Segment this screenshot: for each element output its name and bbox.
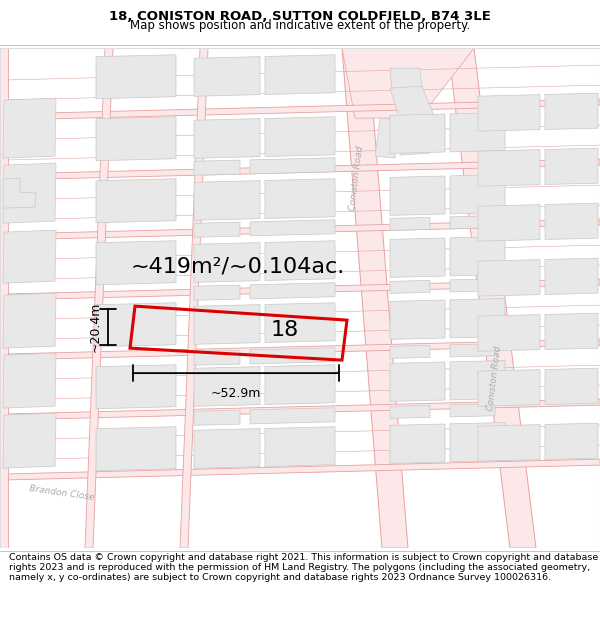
Polygon shape	[390, 300, 445, 339]
Polygon shape	[265, 179, 335, 219]
Polygon shape	[3, 293, 56, 348]
Polygon shape	[194, 410, 240, 425]
Polygon shape	[194, 285, 240, 300]
Polygon shape	[96, 302, 176, 347]
Polygon shape	[250, 408, 335, 424]
Polygon shape	[3, 163, 56, 223]
Text: 18, CONISTON ROAD, SUTTON COLDFIELD, B74 3LE: 18, CONISTON ROAD, SUTTON COLDFIELD, B74…	[109, 10, 491, 23]
Polygon shape	[194, 119, 260, 158]
Polygon shape	[265, 55, 335, 94]
Polygon shape	[390, 238, 445, 278]
Polygon shape	[265, 365, 335, 404]
Text: ~52.9m: ~52.9m	[211, 387, 261, 400]
Polygon shape	[342, 48, 408, 548]
Polygon shape	[545, 258, 598, 294]
Polygon shape	[194, 57, 260, 96]
Polygon shape	[390, 114, 445, 153]
Polygon shape	[250, 348, 335, 364]
Text: Map shows position and indicative extent of the property.: Map shows position and indicative extent…	[130, 19, 470, 32]
Polygon shape	[390, 86, 435, 120]
Polygon shape	[250, 282, 335, 299]
Polygon shape	[450, 279, 495, 292]
Polygon shape	[390, 176, 445, 216]
Text: Brandon Close: Brandon Close	[29, 484, 95, 502]
Polygon shape	[194, 367, 260, 406]
Polygon shape	[96, 55, 176, 99]
Polygon shape	[0, 279, 600, 300]
Polygon shape	[250, 158, 335, 174]
Polygon shape	[450, 404, 495, 417]
Polygon shape	[450, 361, 505, 400]
Polygon shape	[3, 413, 56, 468]
Polygon shape	[3, 178, 36, 208]
Polygon shape	[390, 217, 430, 231]
Text: Coniston Road: Coniston Road	[349, 145, 365, 211]
Text: Coniston Road: Coniston Road	[487, 345, 503, 411]
Polygon shape	[194, 429, 260, 468]
Polygon shape	[265, 302, 335, 343]
Polygon shape	[478, 204, 540, 241]
Polygon shape	[390, 424, 445, 463]
Text: Contains OS data © Crown copyright and database right 2021. This information is : Contains OS data © Crown copyright and d…	[9, 552, 598, 582]
Polygon shape	[0, 219, 600, 240]
Text: ~20.4m: ~20.4m	[89, 302, 102, 352]
Polygon shape	[450, 236, 505, 276]
Polygon shape	[545, 93, 598, 129]
Polygon shape	[448, 48, 536, 548]
Polygon shape	[96, 365, 176, 409]
Polygon shape	[478, 94, 540, 131]
Polygon shape	[265, 241, 335, 281]
Text: ~419m²/~0.104ac.: ~419m²/~0.104ac.	[131, 256, 345, 276]
Polygon shape	[545, 423, 598, 459]
Polygon shape	[478, 314, 540, 351]
Polygon shape	[0, 48, 8, 548]
Polygon shape	[390, 346, 430, 358]
Polygon shape	[478, 149, 540, 186]
Polygon shape	[3, 353, 56, 408]
Polygon shape	[0, 399, 600, 420]
Text: 18: 18	[271, 320, 299, 340]
Polygon shape	[545, 148, 598, 184]
Polygon shape	[96, 117, 176, 161]
Polygon shape	[0, 159, 600, 180]
Polygon shape	[180, 48, 208, 548]
Polygon shape	[194, 181, 260, 220]
Polygon shape	[450, 344, 495, 357]
Polygon shape	[390, 362, 445, 401]
Polygon shape	[194, 160, 240, 175]
Polygon shape	[96, 241, 176, 285]
Polygon shape	[478, 369, 540, 406]
Polygon shape	[478, 424, 540, 461]
Polygon shape	[450, 299, 505, 338]
Polygon shape	[545, 203, 598, 239]
Polygon shape	[375, 118, 400, 158]
Polygon shape	[545, 368, 598, 404]
Polygon shape	[450, 174, 505, 214]
Polygon shape	[194, 304, 260, 344]
Polygon shape	[96, 179, 176, 222]
Polygon shape	[265, 117, 335, 156]
Polygon shape	[194, 242, 260, 282]
Polygon shape	[96, 427, 176, 471]
Polygon shape	[250, 220, 335, 236]
Polygon shape	[3, 230, 56, 283]
Polygon shape	[478, 259, 540, 296]
Polygon shape	[0, 99, 600, 120]
Polygon shape	[545, 313, 598, 349]
Polygon shape	[400, 118, 435, 155]
Polygon shape	[265, 427, 335, 466]
Polygon shape	[194, 222, 240, 238]
Polygon shape	[3, 98, 56, 158]
Polygon shape	[450, 216, 495, 229]
Polygon shape	[194, 350, 240, 365]
Polygon shape	[390, 281, 430, 293]
Polygon shape	[342, 48, 474, 118]
Polygon shape	[390, 406, 430, 418]
Polygon shape	[0, 459, 600, 480]
Polygon shape	[85, 48, 113, 548]
Polygon shape	[0, 339, 600, 360]
Polygon shape	[390, 68, 422, 90]
Polygon shape	[450, 422, 505, 462]
Polygon shape	[450, 112, 505, 152]
